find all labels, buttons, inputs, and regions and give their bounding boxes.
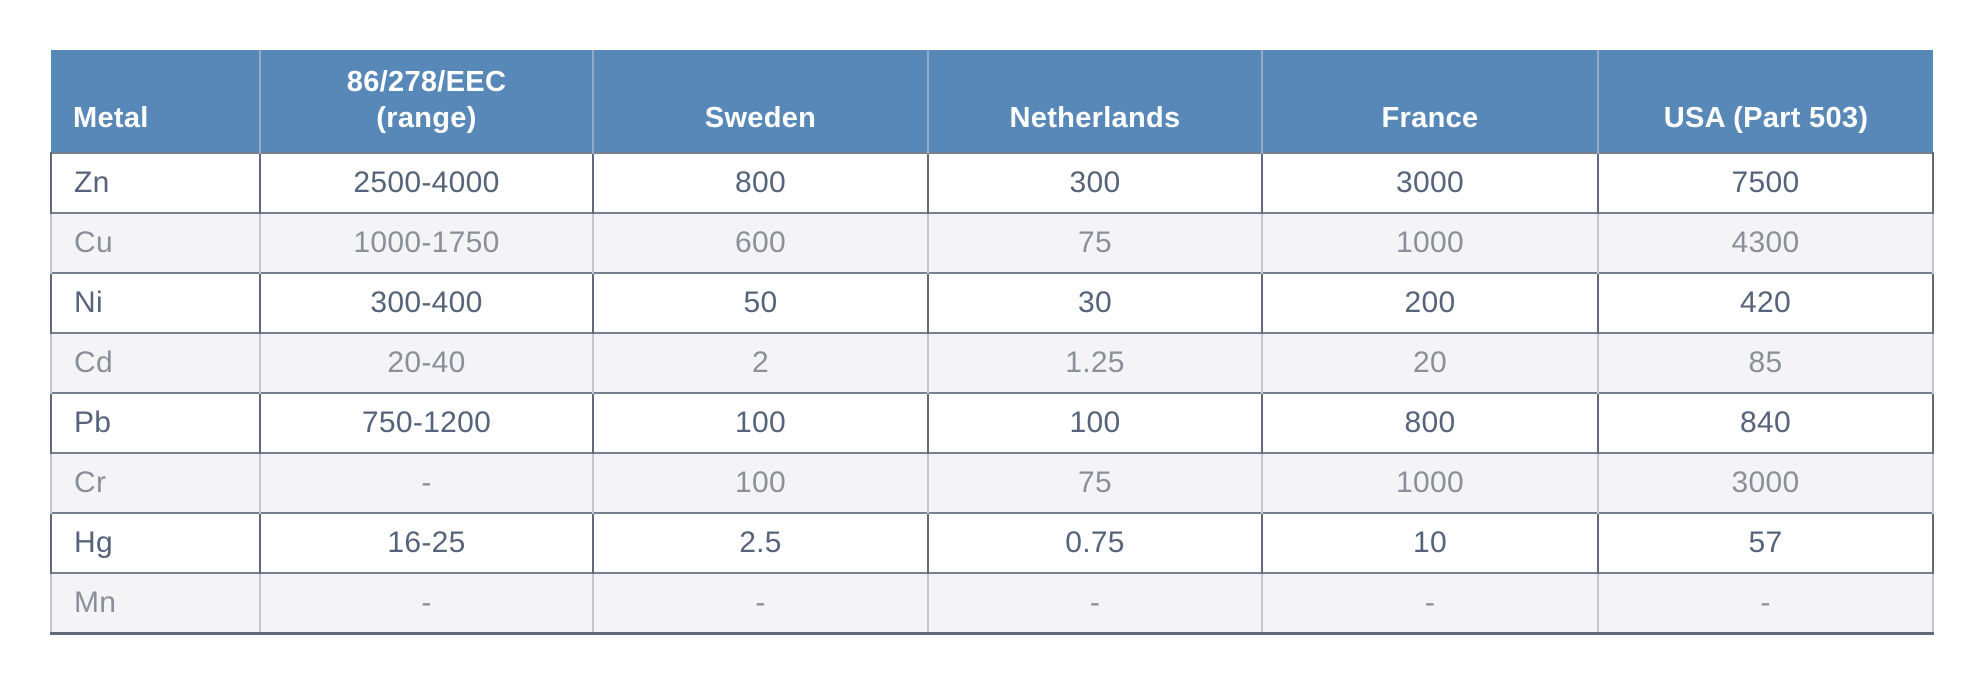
metal-limits-table: Metal 86/278/EEC (range) Sweden Netherla… <box>50 50 1934 635</box>
eec-label-line2: (range) <box>376 101 477 134</box>
table-row-ni: Ni 300-400 50 30 200 420 <box>50 273 1934 333</box>
cell-france: 800 <box>1261 393 1598 453</box>
metal-limits-table-container: Metal 86/278/EEC (range) Sweden Netherla… <box>50 50 1934 635</box>
cell-eec: 300-400 <box>259 273 593 333</box>
cell-usa: 840 <box>1597 393 1934 453</box>
cell-france: 1000 <box>1261 213 1598 273</box>
table-body: Zn 2500-4000 800 300 3000 7500 Cu 1000-1… <box>50 153 1934 633</box>
column-header-sweden: Sweden <box>592 50 928 153</box>
cell-france: 1000 <box>1261 453 1598 513</box>
cell-usa: 420 <box>1597 273 1934 333</box>
cell-sweden: - <box>592 573 928 633</box>
cell-netherlands: 30 <box>927 273 1262 333</box>
cell-sweden: 100 <box>592 393 928 453</box>
column-header-eec: 86/278/EEC (range) <box>259 50 593 153</box>
cell-netherlands: 100 <box>927 393 1262 453</box>
cell-metal: Cd <box>50 333 260 393</box>
cell-eec: 16-25 <box>259 513 593 573</box>
table-row-cu: Cu 1000-1750 600 75 1000 4300 <box>50 213 1934 273</box>
cell-metal: Zn <box>50 153 260 213</box>
cell-usa: 85 <box>1597 333 1934 393</box>
eec-label-line1: 86/278/EEC <box>346 65 507 98</box>
cell-sweden: 2 <box>592 333 928 393</box>
table-row-hg: Hg 16-25 2.5 0.75 10 57 <box>50 513 1934 573</box>
column-header-france: France <box>1261 50 1598 153</box>
table-row-zn: Zn 2500-4000 800 300 3000 7500 <box>50 153 1934 213</box>
cell-sweden: 50 <box>592 273 928 333</box>
cell-metal: Ni <box>50 273 260 333</box>
cell-metal: Cu <box>50 213 260 273</box>
cell-usa: 4300 <box>1597 213 1934 273</box>
column-header-netherlands: Netherlands <box>927 50 1262 153</box>
cell-eec: 750-1200 <box>259 393 593 453</box>
header-row: Metal 86/278/EEC (range) Sweden Netherla… <box>51 50 1933 153</box>
cell-france: - <box>1261 573 1598 633</box>
column-header-usa: USA (Part 503) <box>1597 50 1933 153</box>
table-row-pb: Pb 750-1200 100 100 800 840 <box>50 393 1934 453</box>
cell-eec: 20-40 <box>259 333 593 393</box>
table-row-mn: Mn - - - - - <box>50 573 1934 633</box>
cell-sweden: 2.5 <box>592 513 928 573</box>
cell-usa: 3000 <box>1597 453 1934 513</box>
cell-eec: - <box>259 573 593 633</box>
cell-netherlands: 300 <box>927 153 1262 213</box>
cell-netherlands: 0.75 <box>927 513 1262 573</box>
table-header: Metal 86/278/EEC (range) Sweden Netherla… <box>51 50 1933 153</box>
cell-netherlands: 75 <box>927 213 1262 273</box>
cell-metal: Pb <box>50 393 260 453</box>
cell-netherlands: 1.25 <box>927 333 1262 393</box>
table-row-cr: Cr - 100 75 1000 3000 <box>50 453 1934 513</box>
cell-sweden: 800 <box>592 153 928 213</box>
cell-netherlands: 75 <box>927 453 1262 513</box>
cell-metal: Hg <box>50 513 260 573</box>
cell-france: 200 <box>1261 273 1598 333</box>
cell-france: 20 <box>1261 333 1598 393</box>
cell-sweden: 100 <box>592 453 928 513</box>
cell-eec: - <box>259 453 593 513</box>
cell-eec: 2500-4000 <box>259 153 593 213</box>
cell-metal: Mn <box>50 573 260 633</box>
cell-usa: 57 <box>1597 513 1934 573</box>
cell-netherlands: - <box>927 573 1262 633</box>
cell-france: 10 <box>1261 513 1598 573</box>
column-header-metal: Metal <box>51 50 260 153</box>
table-row-cd: Cd 20-40 2 1.25 20 85 <box>50 333 1934 393</box>
cell-usa: 7500 <box>1597 153 1934 213</box>
cell-sweden: 600 <box>592 213 928 273</box>
cell-usa: - <box>1597 573 1934 633</box>
cell-metal: Cr <box>50 453 260 513</box>
cell-france: 3000 <box>1261 153 1598 213</box>
cell-eec: 1000-1750 <box>259 213 593 273</box>
